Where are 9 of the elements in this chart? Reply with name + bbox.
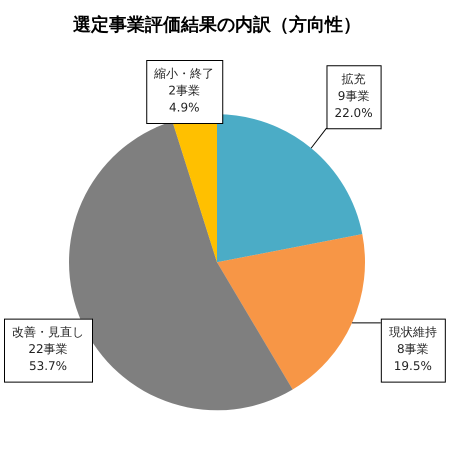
slice-label: 現状維持	[388, 325, 437, 340]
slice-label: 拡充	[342, 72, 366, 86]
slice-label: 改善・見直し	[12, 325, 84, 340]
data-label: 9事業 22.0%	[334, 88, 373, 120]
data-label: 2事業 4.9%	[168, 84, 200, 115]
slice-label: 縮小・終了	[153, 66, 214, 81]
chart-title: 選定事業評価結果の内訳（方向性）	[73, 14, 361, 36]
data-label: 22事業 53.7%	[28, 342, 68, 374]
data-label: 8事業 19.5%	[394, 342, 432, 374]
